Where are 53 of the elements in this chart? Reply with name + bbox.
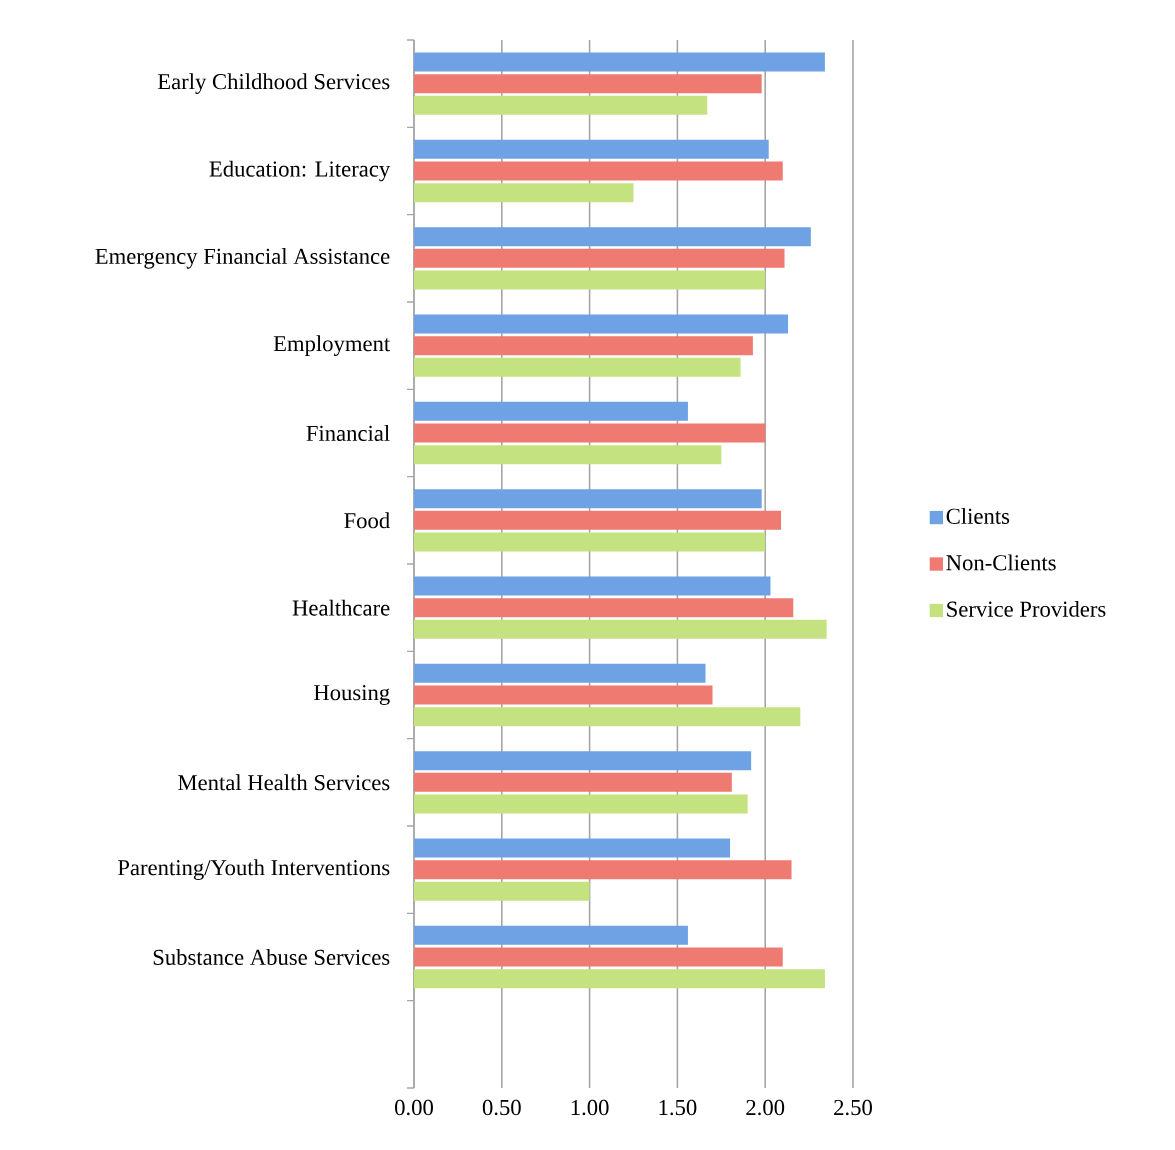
bar <box>414 183 634 203</box>
y-tick-label: Employment <box>273 335 391 356</box>
x-tick-label: 0.50 <box>482 1099 521 1116</box>
bar <box>414 52 825 72</box>
bar <box>414 576 771 596</box>
bar <box>414 445 722 465</box>
bar <box>414 314 789 334</box>
bar <box>414 751 752 771</box>
bar <box>414 489 762 509</box>
bar <box>414 881 590 901</box>
x-tick-label: 1.00 <box>571 1099 609 1116</box>
bar <box>414 270 766 290</box>
y-tick-label: Substance Abuse Services <box>153 949 390 965</box>
bar <box>414 161 783 181</box>
bar <box>414 663 706 683</box>
bar <box>414 794 748 814</box>
y-tick-label: Early Childhood Services <box>157 73 390 94</box>
bar <box>414 139 769 159</box>
bar <box>414 248 785 268</box>
y-tick-label: Financial <box>306 425 390 441</box>
y-tick-label: Food <box>344 512 390 529</box>
bar <box>414 357 741 377</box>
bar <box>414 838 731 858</box>
bar <box>414 510 781 530</box>
legend-label: Service Providers <box>947 600 1106 617</box>
bar <box>414 969 825 989</box>
bar <box>414 619 827 639</box>
y-tick-label: Education: Literacy <box>209 160 391 182</box>
x-tick-label: 2.50 <box>834 1099 872 1116</box>
bar <box>414 336 753 356</box>
bar <box>414 598 794 618</box>
bar <box>414 532 766 552</box>
bar <box>414 423 766 443</box>
x-tick-label: 1.50 <box>659 1099 697 1116</box>
x-tick-label: 0.00 <box>395 1099 433 1116</box>
y-tick-label: Parenting/Youth Interventions <box>117 859 390 880</box>
y-tick-label: Healthcare <box>292 599 390 616</box>
legend-label: Non-Clients <box>946 554 1056 571</box>
bar <box>414 707 801 727</box>
bar <box>414 227 811 247</box>
bar <box>414 772 732 792</box>
bar <box>414 925 688 945</box>
y-tick-label: Mental Health Services <box>178 774 390 791</box>
legend-label: Clients <box>946 507 1010 524</box>
bar <box>414 74 762 94</box>
bar <box>414 947 783 967</box>
bar <box>414 95 708 115</box>
y-tick-label: Housing <box>314 685 390 705</box>
bar <box>414 401 688 421</box>
bar <box>414 685 713 705</box>
y-tick-label: Emergency Financial Assistance <box>95 248 390 269</box>
x-tick-label: 2.00 <box>746 1099 785 1116</box>
bar <box>414 860 792 880</box>
